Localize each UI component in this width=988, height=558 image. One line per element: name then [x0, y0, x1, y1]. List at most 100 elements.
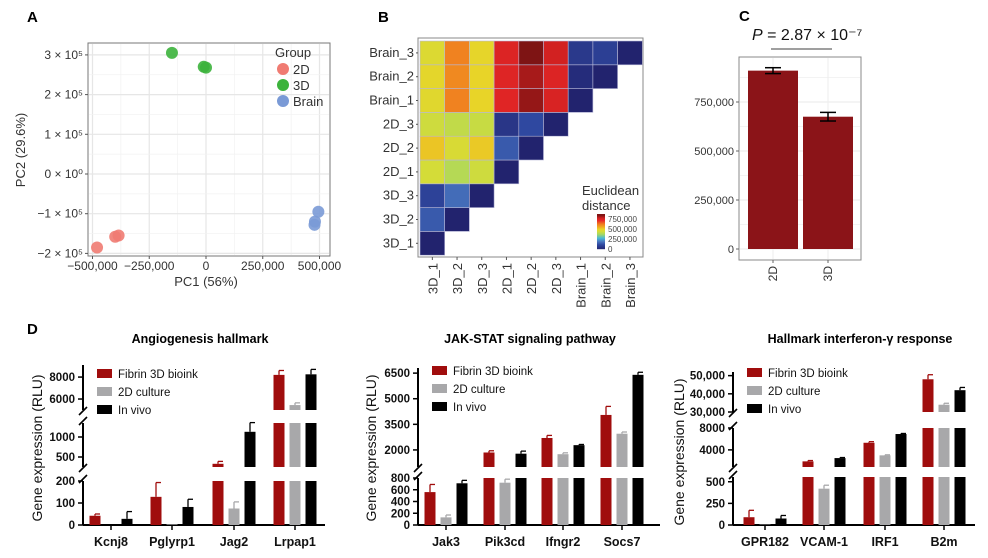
y-axis-title: Gene expression (RLU) — [29, 374, 45, 521]
y-tick-label: 4000 — [699, 445, 725, 457]
colorbar-segment — [597, 239, 605, 241]
bar-2d-culture — [879, 477, 891, 525]
bar-fibrin-3d-bioink — [483, 478, 495, 525]
panel-label-a: A — [27, 9, 38, 26]
colorbar-segment — [597, 232, 605, 234]
colorbar-segment — [597, 236, 605, 238]
chart-title: Angiogenesis hallmark — [132, 332, 269, 346]
p-value-annotation: P = 2.87 × 10⁻⁷ — [752, 27, 863, 44]
bar-in-vivo — [954, 477, 966, 525]
colorbar-segment — [597, 247, 605, 249]
p-value-text: = 2.87 × 10⁻⁷ — [763, 27, 863, 44]
jak-stat-bar-chart: JAK-STAT signaling pathway Gene expressio… — [363, 332, 660, 549]
heatmap-cell — [419, 40, 446, 66]
y-tick-label: −2 × 10⁵ — [37, 246, 83, 260]
bar-in-vivo — [775, 518, 787, 525]
heatmap-cell — [543, 40, 569, 66]
colorbar-segment — [597, 235, 605, 237]
heatmap-cell — [444, 207, 470, 232]
interferon-bar-chart: Hallmark interferon-γ response Gene expre… — [671, 332, 975, 549]
data-point-brain — [312, 205, 325, 218]
row-label: 3D_3 — [383, 188, 414, 203]
data-point-2d — [91, 241, 104, 254]
category-label: IRF1 — [871, 535, 898, 549]
bar-fibrin-3d-bioink — [922, 379, 934, 412]
x-tick-label: −500,000 — [67, 259, 118, 273]
bar-in-vivo — [305, 423, 317, 467]
heatmap-cell — [518, 135, 544, 161]
row-label: 3D_1 — [383, 235, 414, 250]
y-tick-label: 200 — [391, 508, 410, 520]
colorbar-segment — [597, 240, 605, 242]
category-label: Socs7 — [604, 535, 641, 549]
y-tick-label: 3500 — [384, 419, 410, 431]
bar-fibrin-3d-bioink — [922, 428, 934, 467]
y-tick-label: 100 — [56, 498, 75, 510]
x-tick-label: −250,000 — [124, 259, 175, 273]
colorbar-tick-label: 750,000 — [608, 215, 637, 224]
y-tick-label: 5000 — [384, 394, 410, 406]
legend-swatch — [747, 368, 762, 377]
column-label: 3D_2 — [450, 263, 465, 294]
colorbar-tick-label: 0 — [608, 245, 613, 254]
bar-fibrin-3d-bioink — [600, 478, 612, 525]
category-label: Pik3cd — [485, 535, 525, 549]
heatmap-cell — [419, 183, 446, 208]
colorbar-segment — [597, 231, 605, 233]
bar-in-vivo — [305, 481, 317, 525]
colorbar-segment — [597, 214, 605, 216]
x-tick-label: 3D — [821, 266, 835, 282]
y-tick-label: 500 — [706, 477, 725, 489]
colorbar-segment — [597, 238, 605, 240]
colorbar-tick-label: 500,000 — [608, 225, 637, 234]
legend-marker — [277, 63, 289, 75]
heatmap-cell — [469, 64, 495, 89]
chart-title: Hallmark interferon-γ response — [768, 332, 953, 346]
legend-label: In vivo — [118, 405, 151, 417]
heatmap-cell — [469, 183, 495, 208]
legend-swatch — [97, 387, 112, 396]
legend-label: 3D — [293, 78, 310, 93]
legend-swatch — [747, 404, 762, 413]
y-tick-label: 6500 — [384, 368, 410, 380]
bar-fibrin-3d-bioink — [541, 437, 553, 467]
y-tick-label: 6000 — [49, 394, 75, 406]
panel-label-c: C — [739, 8, 750, 25]
heatmap-cell — [419, 64, 446, 89]
heatmap-cell — [469, 159, 495, 185]
legend-swatch — [97, 369, 112, 378]
y-tick-label: 0 — [719, 520, 725, 532]
row-label: 2D_1 — [383, 164, 414, 179]
legend-label: Fibrin 3D bioink — [768, 368, 848, 380]
heatmap-cell — [469, 135, 495, 161]
bar-2d-culture — [938, 404, 950, 412]
colorbar-segment — [597, 230, 605, 232]
y-tick-label: 30,000 — [690, 407, 725, 419]
colorbar-segment — [597, 223, 605, 225]
axis-break-mark — [413, 463, 423, 473]
heatmap-cell — [592, 64, 618, 89]
y-tick-label: 0 — [404, 520, 410, 532]
bar-in-vivo — [244, 481, 256, 525]
distance-bar-chart: 750,000 500,000 250,000 0 2D 3D P = 2.87 × 10⁻… — [694, 27, 862, 281]
colorbar-segment — [597, 219, 605, 221]
heatmap-cell — [444, 64, 470, 89]
axis-break-mark — [78, 463, 88, 473]
column-label: 2D_3 — [549, 263, 564, 294]
heatmap-cell — [543, 88, 569, 113]
legend-swatch — [747, 386, 762, 395]
row-label: 2D_2 — [383, 140, 414, 155]
y-tick-label: 1000 — [49, 432, 75, 444]
heatmap-cell — [543, 64, 569, 89]
plot-area — [87, 42, 331, 257]
axis-break-mark — [728, 408, 738, 418]
colorbar-segment — [597, 226, 605, 228]
panel-label-d: D — [27, 321, 38, 338]
legend-label: 2D culture — [118, 387, 170, 399]
row-label: Brain_2 — [369, 69, 414, 84]
bar-2d-culture — [938, 428, 950, 467]
bar-2d-culture — [616, 433, 628, 467]
row-label: Brain_3 — [369, 45, 414, 60]
legend-swatch — [432, 402, 447, 411]
